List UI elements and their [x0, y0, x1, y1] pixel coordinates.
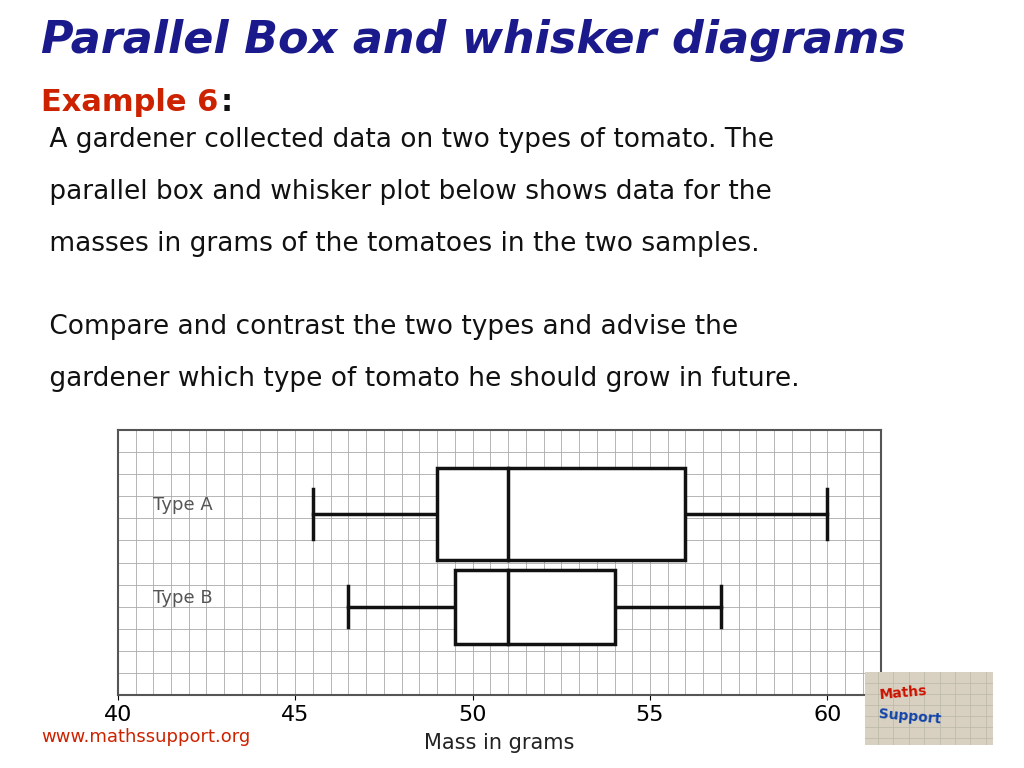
FancyBboxPatch shape	[859, 668, 999, 749]
Text: Maths: Maths	[880, 684, 928, 701]
Text: Example 6: Example 6	[41, 88, 218, 118]
Text: Type B: Type B	[154, 589, 213, 607]
Text: Type A: Type A	[154, 496, 213, 514]
Text: :: :	[220, 88, 232, 118]
Text: masses in grams of the tomatoes in the two samples.: masses in grams of the tomatoes in the t…	[41, 231, 760, 257]
Text: gardener which type of tomato he should grow in future.: gardener which type of tomato he should …	[41, 366, 800, 392]
Text: A gardener collected data on two types of tomato. The: A gardener collected data on two types o…	[41, 127, 774, 153]
X-axis label: Mass in grams: Mass in grams	[424, 733, 574, 753]
Text: Compare and contrast the two types and advise the: Compare and contrast the two types and a…	[41, 314, 738, 340]
Text: Support: Support	[879, 707, 942, 727]
Text: parallel box and whisker plot below shows data for the: parallel box and whisker plot below show…	[41, 179, 772, 205]
Bar	[455, 570, 614, 644]
Bar	[437, 468, 685, 560]
Text: Parallel Box and whisker diagrams: Parallel Box and whisker diagrams	[41, 19, 906, 62]
Text: www.mathssupport.org: www.mathssupport.org	[41, 729, 250, 746]
